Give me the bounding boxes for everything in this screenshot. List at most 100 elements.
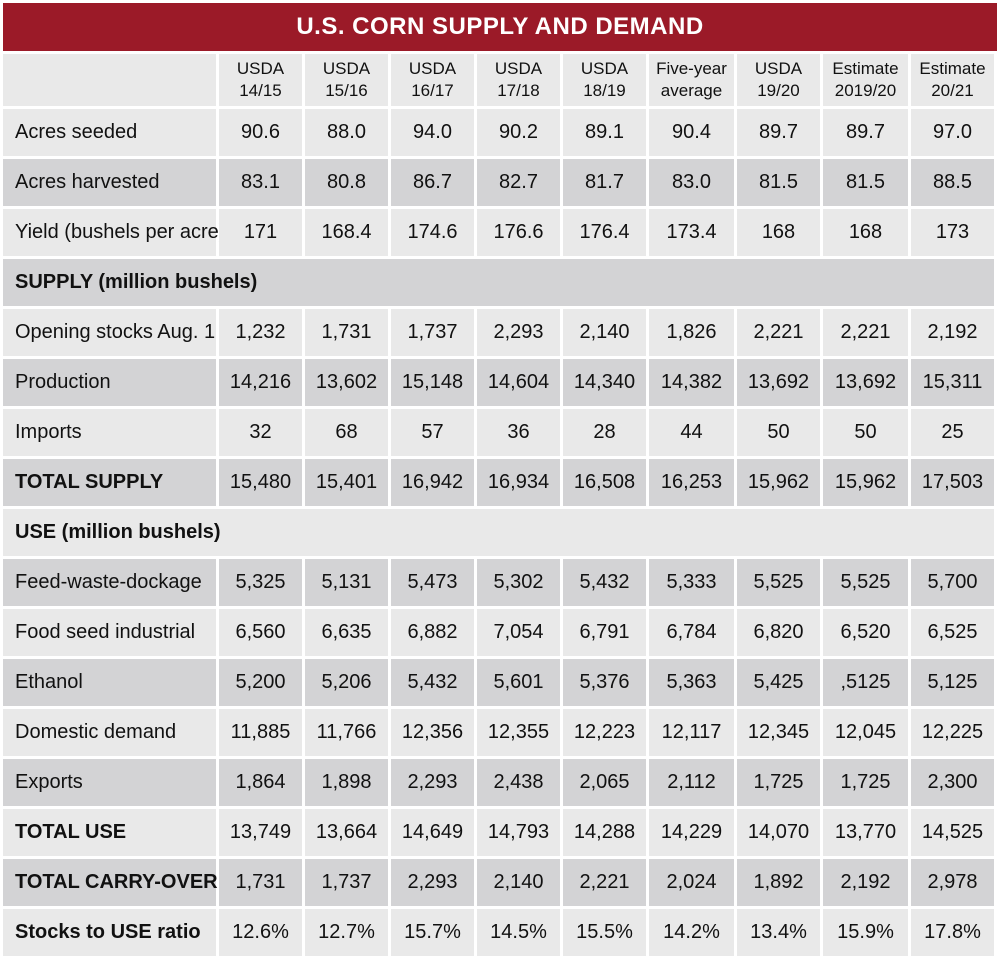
table-cell: 14,649 xyxy=(391,809,477,859)
row-label: Food seed industrial xyxy=(3,609,219,659)
table-row: TOTAL USE 13,749 13,664 14,649 14,793 14,288 1… xyxy=(3,809,997,859)
table-cell: 12,223 xyxy=(563,709,649,759)
table-cell: 80.8 xyxy=(305,159,391,209)
column-header-line2: 15/16 xyxy=(325,81,368,100)
table-cell: 1,731 xyxy=(219,859,305,909)
table-cell: 13,692 xyxy=(823,359,911,409)
table-cell: 25 xyxy=(911,409,997,459)
table-cell: 14.5% xyxy=(477,909,563,959)
table-cell: 13,664 xyxy=(305,809,391,859)
table-cell: 2,065 xyxy=(563,759,649,809)
table-cell: 5,432 xyxy=(563,559,649,609)
table-cell: 14,288 xyxy=(563,809,649,859)
table-cell: 14.2% xyxy=(649,909,737,959)
table-cell: 1,826 xyxy=(649,309,737,359)
table-row: Production 14,216 13,602 15,148 14,604 14,340… xyxy=(3,359,997,409)
table-cell: 1,737 xyxy=(391,309,477,359)
column-header-line1: USDA xyxy=(322,59,371,78)
row-label: Yield (bushels per acre) xyxy=(3,209,225,259)
row-label: TOTAL SUPPLY xyxy=(3,459,219,509)
table-cell: 1,725 xyxy=(737,759,823,809)
row-label: Opening stocks Aug. 1 xyxy=(3,309,219,359)
table-cell: 50 xyxy=(823,409,911,459)
table-row: TOTAL CARRY-OVER 1,731 1,737 2,293 2,140 2,22… xyxy=(3,859,997,909)
table-cell: 6,820 xyxy=(737,609,823,659)
table-cell: 5,473 xyxy=(391,559,477,609)
table-cell: 89.1 xyxy=(563,109,649,159)
table-cell: 5,700 xyxy=(911,559,997,609)
section-row: USE (million bushels) xyxy=(3,509,997,559)
row-label: Ethanol xyxy=(3,659,219,709)
table-cell: 5,425 xyxy=(737,659,823,709)
row-label: Feed-waste-dockage xyxy=(3,559,219,609)
table-cell: 5,601 xyxy=(477,659,563,709)
column-header-line2: 14/15 xyxy=(239,81,282,100)
table-cell: 44 xyxy=(649,409,737,459)
table-cell: 13,602 xyxy=(305,359,391,409)
table-cell: 14,793 xyxy=(477,809,563,859)
table-cell: 5,131 xyxy=(305,559,391,609)
table-cell: 12,355 xyxy=(477,709,563,759)
table-cell: 57 xyxy=(391,409,477,459)
table-cell: 13,749 xyxy=(219,809,305,859)
table-cell: 6,791 xyxy=(563,609,649,659)
table-cell: 168.4 xyxy=(305,209,391,259)
table-cell: 2,112 xyxy=(649,759,737,809)
table-cell: 6,525 xyxy=(911,609,997,659)
table-cell: 2,293 xyxy=(391,759,477,809)
column-header-line1: USDA xyxy=(236,59,285,78)
row-label: Production xyxy=(3,359,219,409)
data-table: USDA 14/15 USDA 15/16 USDA 16/17 USDA 17/18 USDA… xyxy=(3,54,997,959)
table-cell: 14,525 xyxy=(911,809,997,859)
table-cell: 5,376 xyxy=(563,659,649,709)
column-header-line2: 2019/20 xyxy=(834,81,897,100)
column-header-line1: USDA xyxy=(494,59,543,78)
table-cell: 89.7 xyxy=(737,109,823,159)
column-header-line2: average xyxy=(660,81,723,100)
table-row: Yield (bushels per acre) 171 168.4 174.6 176… xyxy=(3,209,997,259)
table-row: Exports 1,864 1,898 2,293 2,438 2,065 2,112 1,7… xyxy=(3,759,997,809)
row-label: TOTAL USE xyxy=(3,809,219,859)
table-cell: 1,731 xyxy=(305,309,391,359)
table-cell: 1,892 xyxy=(737,859,823,909)
column-header: Five-year average xyxy=(649,54,737,109)
table-cell: 81.5 xyxy=(737,159,823,209)
table-cell: 5,125 xyxy=(911,659,997,709)
table-cell: 2,300 xyxy=(911,759,997,809)
table-cell: 12,117 xyxy=(649,709,737,759)
table-cell: 97.0 xyxy=(911,109,997,159)
table-cell: 13,692 xyxy=(737,359,823,409)
table-cell: 94.0 xyxy=(391,109,477,159)
column-header-line1: Estimate xyxy=(919,59,986,78)
table-cell: 12,345 xyxy=(737,709,823,759)
table-cell: 5,363 xyxy=(649,659,737,709)
table-cell: 12.6% xyxy=(219,909,305,959)
table-cell: 14,604 xyxy=(477,359,563,409)
table-cell: 168 xyxy=(823,209,911,259)
table-cell: 16,253 xyxy=(649,459,737,509)
table-cell: 2,140 xyxy=(477,859,563,909)
column-header: USDA 17/18 xyxy=(477,54,563,109)
table-cell: 1,737 xyxy=(305,859,391,909)
table-row: Domestic demand 11,885 11,766 12,356 12,355 1… xyxy=(3,709,997,759)
table-cell: 176.4 xyxy=(563,209,649,259)
table-cell: 2,978 xyxy=(911,859,997,909)
table-cell: 2,221 xyxy=(823,309,911,359)
column-header-line2: 18/19 xyxy=(583,81,626,100)
column-header-line1: USDA xyxy=(580,59,629,78)
table-cell: 2,438 xyxy=(477,759,563,809)
table-cell: 88.0 xyxy=(305,109,391,159)
table-cell: 2,192 xyxy=(911,309,997,359)
table-cell: 173 xyxy=(911,209,997,259)
column-header-line2: 16/17 xyxy=(411,81,454,100)
section-label: SUPPLY (million bushels) xyxy=(3,259,997,309)
header-corner xyxy=(3,54,219,109)
table-cell: 15,962 xyxy=(737,459,823,509)
table-cell: 83.1 xyxy=(219,159,305,209)
table-cell: 15,962 xyxy=(823,459,911,509)
table-row: Acres seeded 90.6 88.0 94.0 90.2 89.1 90.4 89.7… xyxy=(3,109,997,159)
column-header: Estimate 2019/20 xyxy=(823,54,911,109)
table-cell: 82.7 xyxy=(477,159,563,209)
table-cell: 173.4 xyxy=(649,209,737,259)
table-cell: 1,864 xyxy=(219,759,305,809)
